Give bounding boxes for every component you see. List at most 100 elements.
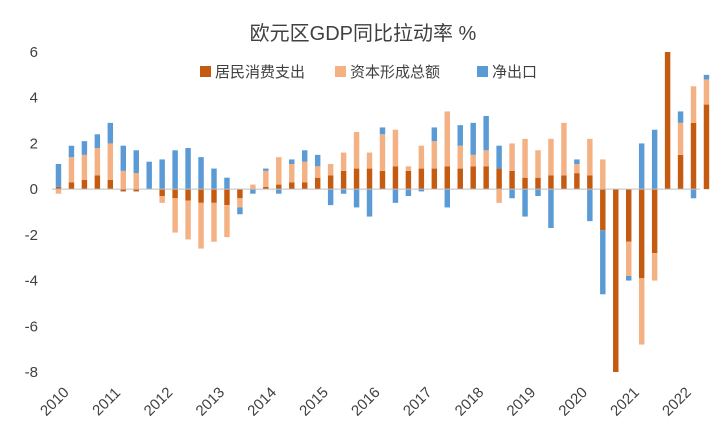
x-axis-ticks: 2010 2011 2012 2013 2014 2015 2016 2017 2018 2019… (37, 384, 695, 420)
bar-segment (185, 148, 191, 190)
bar-segment (418, 168, 425, 190)
x-tick-label: 2020 (555, 384, 591, 420)
bar-segment (276, 157, 282, 185)
bar-segment (405, 189, 412, 196)
bar-segment (94, 175, 101, 190)
bar-segment (276, 189, 282, 194)
bar-segment (574, 173, 580, 190)
bar-segment (405, 166, 412, 171)
bar-segment (107, 143, 114, 180)
bar-segment (81, 180, 88, 190)
bar-segment (301, 182, 308, 190)
bar-segment (224, 177, 230, 190)
legend-label: 资本形成总额 (350, 64, 440, 81)
bar-segment (81, 154, 88, 180)
bar-segment (366, 168, 373, 190)
bar-segment (211, 168, 217, 190)
bar-segment (327, 164, 334, 176)
bar-segment (55, 186, 62, 190)
bar-segment (301, 161, 308, 183)
legend: 居民消费支出 资本形成总额 净出口 (200, 64, 537, 81)
bar-segment (55, 189, 62, 194)
bar-segment (133, 189, 139, 192)
y-tick-label: 2 (30, 135, 38, 152)
y-tick-label: -4 (25, 273, 38, 290)
bar-segment (664, 52, 671, 190)
bar-segment (625, 189, 632, 242)
bar-segment (638, 189, 645, 279)
bar-segment (587, 138, 593, 176)
bar-segment (172, 189, 178, 199)
legend-swatch (477, 66, 488, 77)
bar-segment (574, 164, 580, 174)
bar-segment (314, 177, 321, 190)
bar-segment (470, 122, 476, 155)
bar-segment (366, 152, 373, 169)
bar-segment (68, 182, 75, 190)
bar-segment (522, 138, 528, 178)
bar-segment (340, 189, 347, 194)
x-tick-label: 2016 (348, 384, 384, 420)
x-tick-label: 2010 (37, 384, 73, 420)
bar-segment (431, 127, 438, 142)
bar-segment (600, 159, 606, 190)
bar-segment (651, 129, 658, 190)
bar-segment (237, 207, 243, 215)
bar-segment (237, 198, 243, 208)
bar-segment (431, 168, 438, 190)
bar-segment (470, 166, 476, 190)
bar-segment (561, 175, 567, 190)
bar-segment (314, 166, 321, 178)
bar-segment (418, 145, 425, 169)
bar-segment (548, 138, 554, 176)
bar-segment (379, 170, 386, 190)
bar-segment (198, 157, 204, 190)
bar-segment (81, 141, 88, 155)
x-tick-label: 2021 (607, 384, 643, 420)
bar-segment (68, 145, 75, 158)
y-tick-label: 0 (30, 181, 38, 198)
bar-segment (159, 196, 165, 203)
bar-segment (159, 189, 165, 196)
bar-segment (340, 170, 347, 190)
bar-segment (263, 168, 269, 171)
chart-title: 欧元区GDP同比拉动率 % (250, 22, 477, 45)
bar-segment (392, 166, 399, 190)
bar-segment (327, 189, 334, 206)
bar-segment (496, 168, 502, 190)
bar-segment (600, 230, 606, 295)
bar-segment (496, 145, 502, 169)
bar-segment (703, 104, 710, 190)
x-tick-label: 2011 (89, 384, 124, 419)
bar-segment (314, 154, 321, 167)
bar-segment (379, 134, 386, 171)
x-tick-label: 2019 (504, 384, 540, 420)
bar-segment (340, 152, 347, 171)
y-tick-label: -2 (25, 227, 38, 244)
bar-segment (574, 159, 580, 164)
bar-segment (237, 189, 243, 199)
bar-segment (444, 111, 451, 167)
x-tick-label: 2017 (400, 384, 436, 420)
bar-segment (613, 189, 619, 372)
bar-segment (289, 164, 295, 183)
bar-segment (224, 189, 230, 206)
legend-label: 居民消费支出 (215, 64, 305, 81)
bar-segment (651, 253, 658, 281)
bar-segment (651, 189, 658, 254)
bar-segment (496, 189, 502, 203)
bar-segment (159, 159, 165, 190)
bar-segment (353, 168, 360, 190)
bar-segment (94, 148, 101, 176)
bar-segment (289, 159, 295, 164)
x-tick-label: 2014 (244, 384, 280, 420)
bar-segment (172, 198, 178, 233)
legend-swatch (200, 66, 211, 77)
bar-segment (94, 134, 101, 148)
bar-segment (198, 202, 204, 249)
bar-segment (638, 278, 645, 345)
y-tick-label: 4 (30, 90, 38, 107)
bar-segment (301, 150, 308, 162)
bar-segment (250, 184, 256, 190)
